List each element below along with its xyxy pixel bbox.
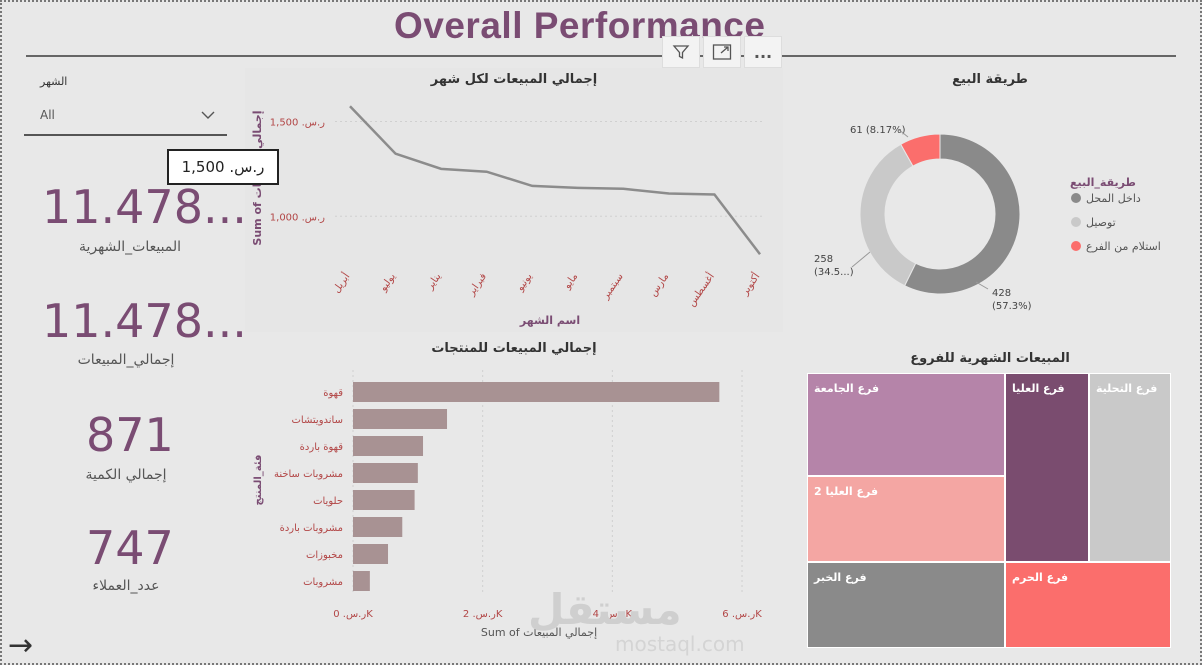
treemap-tile-jamiah[interactable]: فرع الجامعة <box>807 373 1005 476</box>
y-tick-label: ساندويتشات <box>292 415 343 426</box>
treemap-tile-label: فرع الحرم <box>1012 571 1069 584</box>
product-bar <box>353 544 389 564</box>
y-tick-label: مشروبات ساخنة <box>274 469 343 480</box>
kpi-monthly-sales-value: 11.478... <box>42 180 247 234</box>
y-tick-label: حلويات <box>313 496 343 507</box>
chart-tooltip: ر.س. 1,500 <box>167 149 279 185</box>
treemap-tile-khobar[interactable]: فرع الخبر <box>807 562 1005 648</box>
product-bar <box>353 436 424 456</box>
bar-chart[interactable]: ر.س. 0K ر.س. 2K ر.س. 4K ر.س. 6K قهوة ساندويتش… <box>245 360 783 640</box>
watermark-logo: مستقل <box>528 585 682 634</box>
legend-title: طريقة_البيع <box>1070 176 1136 189</box>
x-tick-label: ر.س. 6K <box>722 609 762 620</box>
treemap-tile-olaya[interactable]: فرع العليا <box>1005 373 1089 562</box>
product-bar <box>353 517 403 537</box>
legend-entry: استلام من الفرع <box>1086 240 1161 253</box>
x-tick-label: أغسطس <box>685 270 718 309</box>
filter-button[interactable] <box>662 36 700 68</box>
treemap-tile-haram[interactable]: فرع الحرم <box>1005 562 1171 648</box>
product-bar <box>353 463 418 483</box>
watermark-url: mostaql.com <box>615 632 745 656</box>
y-tick-label: قهوة باردة <box>300 442 344 453</box>
focus-mode-icon <box>712 44 732 60</box>
x-tick-label: أكتوبر <box>737 270 762 298</box>
title-divider <box>26 55 1176 57</box>
leader-line <box>975 281 989 290</box>
x-tick-label: ر.س. 2K <box>463 609 503 620</box>
treemap-tile-label: فرع العليا <box>1012 382 1065 395</box>
donut-data-label: 258 (34.5...) <box>814 254 854 278</box>
x-tick-label: مارس <box>648 271 672 298</box>
legend-entry: توصيل <box>1086 216 1116 229</box>
product-bar <box>353 571 370 591</box>
x-tick-label: مايو <box>561 271 580 292</box>
x-tick-label: يوليو <box>377 271 398 294</box>
branch-treemap[interactable]: فرع الجامعة فرع العليا 2 فرع الخبر فرع ا… <box>807 373 1171 648</box>
legend-marker <box>1071 193 1081 203</box>
slicer-value: All <box>40 108 55 122</box>
donut-slice <box>900 133 941 167</box>
kpi-customer-count-value: 747 <box>86 521 174 575</box>
leader-line <box>851 251 871 268</box>
kpi-total-sales-value: 11.478... <box>42 294 247 348</box>
bar-chart-title: إجمالي المبيعات للمنتجات <box>431 341 597 356</box>
slicer-label: الشهر <box>40 75 68 88</box>
donut-chart[interactable]: 428 (57.3%) 258 (34.5...) 61 (8.17%) طريقة_ال… <box>790 92 1195 322</box>
legend-marker <box>1071 217 1081 227</box>
treemap-tile-label: فرع الخبر <box>814 571 867 584</box>
line-chart-title: إجمالي المبيعات لكل شهر <box>430 72 598 87</box>
kpi-total-quantity-value: 871 <box>86 408 174 462</box>
treemap-tile-tahlia[interactable]: فرع التحلية <box>1089 373 1171 562</box>
treemap-tile-olaya2[interactable]: فرع العليا 2 <box>807 476 1005 562</box>
x-tick-label: فبراير <box>466 271 490 298</box>
x-tick-label: يونيو <box>514 271 535 294</box>
y-tick-label: مشروبات باردة <box>280 523 343 534</box>
kpi-customer-count-label: عدد_العملاء <box>92 578 160 594</box>
kpi-monthly-sales-label: المبيعات_الشهرية <box>78 239 182 255</box>
x-tick-label: سبتمبر <box>600 271 626 302</box>
donut-slice <box>859 143 917 287</box>
sales-line <box>349 105 761 255</box>
legend-entry: داخل المحل <box>1086 192 1141 205</box>
treemap-tile-label: فرع الجامعة <box>814 382 880 395</box>
y-tick-label: ر.س. 1,000 <box>270 212 325 223</box>
kpi-total-quantity-label: إجمالي الكمية <box>85 467 167 483</box>
treemap-tile-label: فرع العليا 2 <box>814 485 879 498</box>
treemap-tile-label: فرع التحلية <box>1096 382 1158 395</box>
donut-slice <box>903 133 1021 295</box>
y-axis-title: فئة_المنتج <box>253 455 264 506</box>
donut-title: طريقة البيع <box>952 72 1028 87</box>
x-tick-label: يناير <box>424 271 444 292</box>
kpi-total-sales-label: إجمالي_المبيعات <box>77 352 175 368</box>
line-chart-visual[interactable] <box>245 68 783 332</box>
month-slicer-dropdown[interactable]: All <box>24 96 227 136</box>
chevron-down-icon <box>201 111 215 119</box>
x-tick-label: أبريل <box>330 270 353 295</box>
x-axis-title: Sum of إجمالي المبيعات <box>481 626 597 639</box>
focus-mode-button[interactable] <box>703 36 741 68</box>
x-tick-label: ر.س. 4K <box>593 609 633 620</box>
product-bar <box>353 409 448 429</box>
donut-data-label: 428 (57.3%) <box>992 288 1032 312</box>
line-chart[interactable]: ر.س. 1,000 ر.س. 1,500 أبريل يوليو يناير فبراي… <box>245 68 783 332</box>
donut-data-label: 61 (8.17%) <box>850 125 906 136</box>
legend-marker <box>1071 241 1081 251</box>
more-options-button[interactable]: ... <box>744 36 782 68</box>
product-bar <box>353 490 415 510</box>
leader-line <box>897 128 909 138</box>
product-bar <box>353 382 720 402</box>
x-tick-label: ر.س. 0K <box>333 609 373 620</box>
arrow-right-icon[interactable]: → <box>8 628 34 663</box>
y-tick-label: ر.س. 1,500 <box>270 117 325 128</box>
filter-icon <box>672 45 690 60</box>
y-tick-label: مخبوزات <box>306 550 343 561</box>
more-options-icon: ... <box>753 42 773 62</box>
y-tick-label: مشروبات <box>303 577 343 588</box>
y-tick-label: قهوة <box>323 388 343 399</box>
x-axis-title: اسم الشهر <box>519 314 580 327</box>
treemap-title: المبيعات الشهرية للفروع <box>910 351 1070 366</box>
